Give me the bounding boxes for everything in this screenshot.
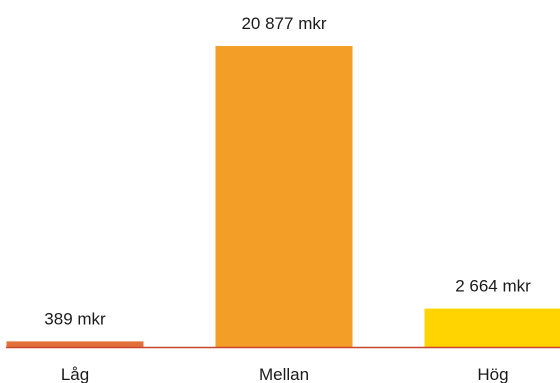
value-label-3: 2 664 mkr [455,277,531,296]
category-label-1: Låg [61,365,89,383]
value-label-2: 20 877 mkr [241,14,326,33]
value-labels-group: 389 mkr 20 877 mkr 2 664 mkr [44,14,531,328]
category-labels-group: Låg Mellan Hög [61,365,509,383]
category-label-3: Hög [477,365,508,383]
bar-2 [215,46,353,347]
category-label-2: Mellan [259,365,309,383]
bar-3 [424,308,560,347]
bar-1 [6,341,144,347]
value-label-1: 389 mkr [44,309,106,328]
bars-group [6,46,560,347]
